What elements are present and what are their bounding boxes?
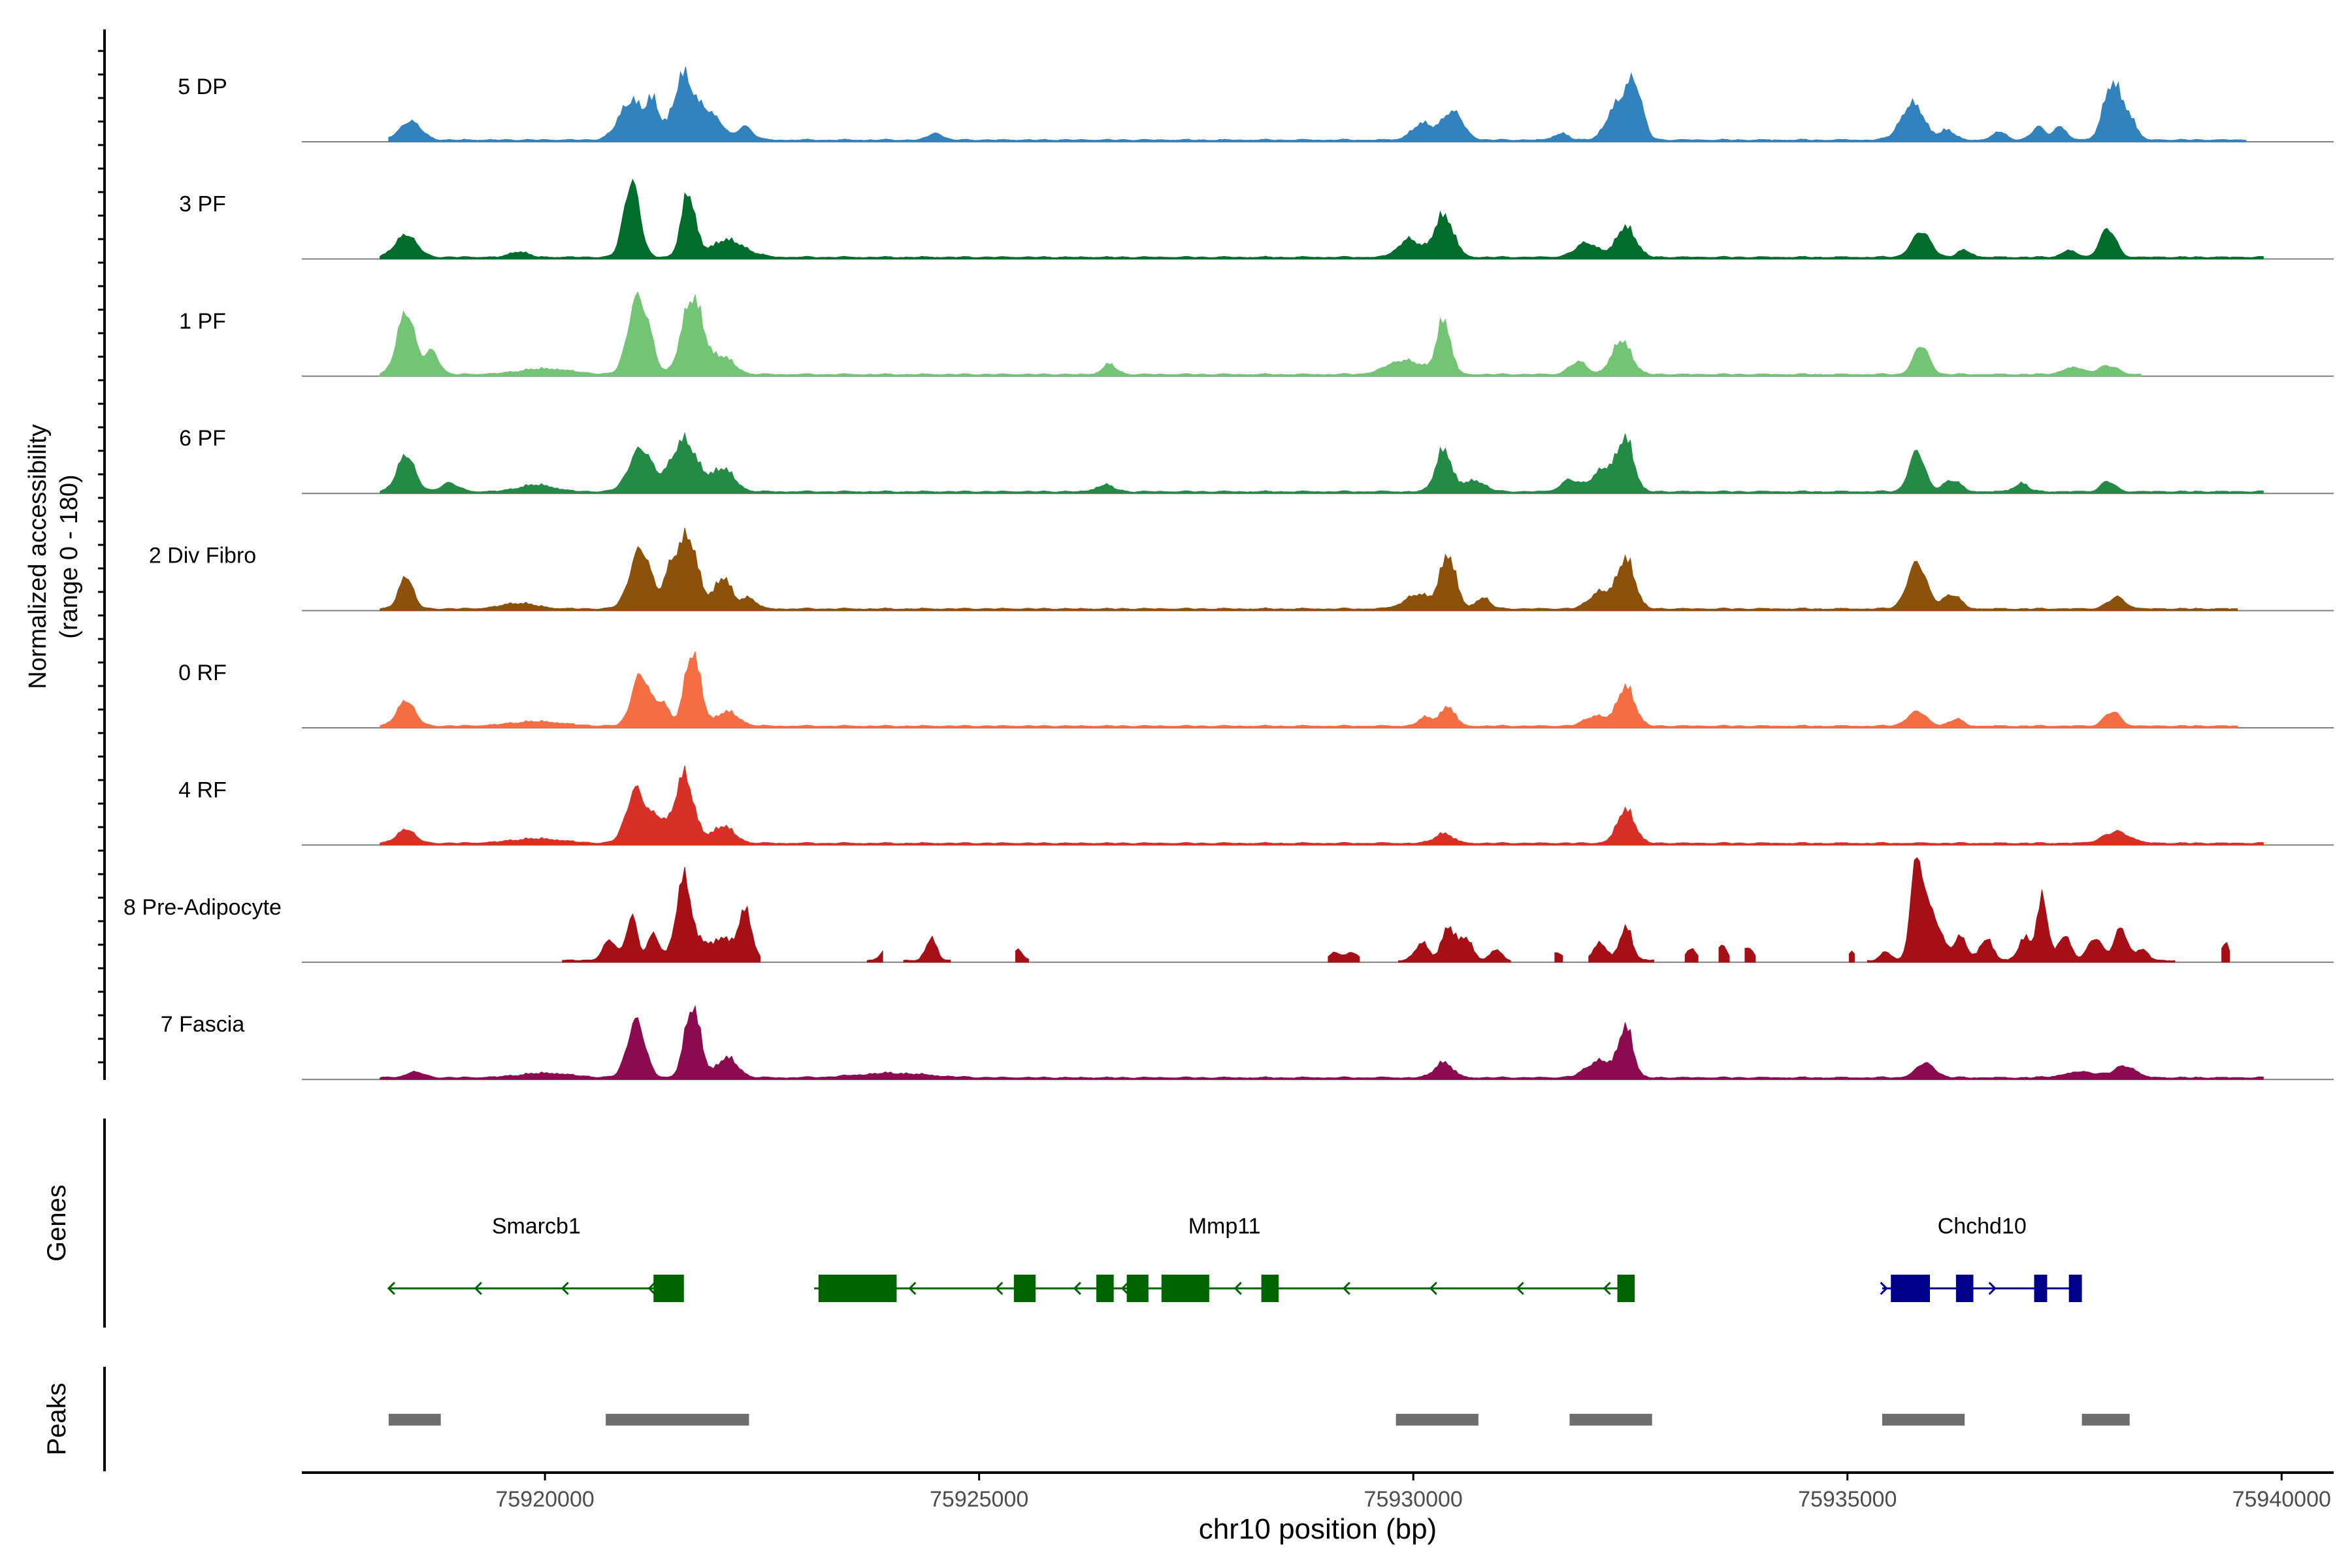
coverage-area bbox=[380, 431, 2264, 494]
track-8-pre-adipocyte: 8 Pre-Adipocyte bbox=[123, 857, 2334, 963]
coverage-area bbox=[388, 66, 2247, 142]
gene-chchd10: Chchd10 bbox=[1880, 1214, 2082, 1302]
strand-arrow bbox=[1880, 1281, 1888, 1296]
gene-exon bbox=[818, 1275, 897, 1302]
gene-exon bbox=[2068, 1275, 2082, 1302]
gene-exon bbox=[653, 1275, 684, 1302]
track-label: 1 PF bbox=[179, 309, 226, 334]
strand-arrow bbox=[1516, 1281, 1524, 1296]
track-2-div-fibro: 2 Div Fibro bbox=[149, 527, 2334, 612]
peaks-panel-label: Peaks bbox=[42, 1382, 71, 1455]
track-6-pf: 6 PF bbox=[179, 426, 2334, 495]
coverage-area bbox=[380, 178, 2264, 259]
track-label: 7 Fascia bbox=[161, 1012, 245, 1037]
strand-arrow bbox=[1342, 1281, 1350, 1296]
track-label: 5 DP bbox=[178, 74, 227, 99]
strand-arrow bbox=[647, 1281, 656, 1296]
track-4-rf: 4 RF bbox=[178, 765, 2334, 846]
gene-exon bbox=[1126, 1275, 1149, 1302]
x-tick-label: 75930000 bbox=[1364, 1487, 1463, 1512]
track-label: 4 RF bbox=[178, 777, 227, 802]
gene-exon bbox=[1955, 1275, 1974, 1302]
track-5-dp: 5 DP bbox=[178, 66, 2334, 142]
strand-arrow bbox=[995, 1281, 1004, 1296]
x-tick-label: 75925000 bbox=[930, 1487, 1028, 1512]
coverage-area bbox=[380, 651, 2238, 728]
gene-name-label: Smarcb1 bbox=[492, 1214, 581, 1239]
x-axis-ticks: 75920000 75925000 75930000 75935000 75940000 bbox=[495, 1473, 2331, 1512]
peak-region bbox=[1569, 1414, 1652, 1426]
track-label: 2 Div Fibro bbox=[149, 544, 256, 568]
coverage-tracks: 5 DP 3 PF 1 PF 6 PF 2 Div Fibro 0 RF 4 RF 8 Pre… bbox=[123, 66, 2334, 1081]
track-1-pf: 1 PF bbox=[179, 291, 2334, 377]
track-label: 3 PF bbox=[179, 191, 226, 216]
x-axis-title: chr10 position (bp) bbox=[1199, 1513, 1437, 1545]
coverage-area bbox=[380, 527, 2238, 612]
gene-exon bbox=[1617, 1275, 1635, 1302]
gene-name-label: Chchd10 bbox=[1938, 1214, 2027, 1239]
gene-exon bbox=[1261, 1275, 1279, 1302]
y-axis-label-line2: (range 0 - 180) bbox=[56, 474, 83, 638]
gene-exon bbox=[1013, 1275, 1036, 1302]
strand-arrow bbox=[1233, 1281, 1242, 1296]
strand-arrow bbox=[1603, 1281, 1611, 1296]
track-0-rf: 0 RF bbox=[178, 651, 2334, 728]
gene-exon bbox=[1891, 1275, 1930, 1302]
peak-region bbox=[606, 1414, 749, 1426]
coverage-area bbox=[380, 765, 2264, 845]
strand-arrow bbox=[1988, 1281, 1997, 1296]
gene-mmp11: Mmp11 bbox=[814, 1214, 1635, 1302]
coverage-area bbox=[380, 1004, 2264, 1080]
strand-arrow bbox=[908, 1281, 917, 1296]
x-tick-label: 75940000 bbox=[2232, 1487, 2331, 1512]
genes-panel-label: Genes bbox=[42, 1184, 71, 1262]
strand-arrow bbox=[561, 1281, 569, 1296]
gene-exon bbox=[1161, 1275, 1209, 1302]
y-axis-label-line1: Normalized accessibility bbox=[24, 424, 52, 689]
peak-region bbox=[1882, 1414, 1965, 1426]
gene-exon bbox=[2034, 1275, 2048, 1302]
strand-arrow bbox=[1120, 1281, 1130, 1296]
track-label: 8 Pre-Adipocyte bbox=[123, 895, 282, 920]
strand-arrow bbox=[474, 1281, 482, 1296]
strand-arrow bbox=[1429, 1281, 1437, 1296]
track-3-pf: 3 PF bbox=[179, 178, 2334, 260]
peak-region bbox=[1396, 1414, 1478, 1426]
gene-annotations: Smarcb1 Mmp11 Chchd10 bbox=[387, 1214, 2082, 1302]
gene-exon bbox=[1096, 1275, 1114, 1302]
x-tick-label: 75935000 bbox=[1798, 1487, 1897, 1512]
x-tick-label: 75920000 bbox=[495, 1487, 594, 1512]
peak-regions bbox=[388, 1414, 2130, 1426]
track-label: 6 PF bbox=[179, 426, 226, 451]
strand-arrow bbox=[387, 1281, 395, 1296]
strand-arrow bbox=[1073, 1281, 1081, 1296]
gene-smarcb1: Smarcb1 bbox=[387, 1214, 684, 1302]
coverage-area bbox=[562, 857, 2230, 963]
gene-name-label: Mmp11 bbox=[1188, 1214, 1261, 1239]
peak-region bbox=[2082, 1414, 2130, 1426]
track-7-fascia: 7 Fascia bbox=[161, 1004, 2334, 1081]
track-label: 0 RF bbox=[178, 661, 227, 685]
peak-region bbox=[388, 1414, 441, 1426]
coverage-y-axis bbox=[98, 29, 106, 1080]
coverage-area bbox=[380, 291, 2142, 377]
